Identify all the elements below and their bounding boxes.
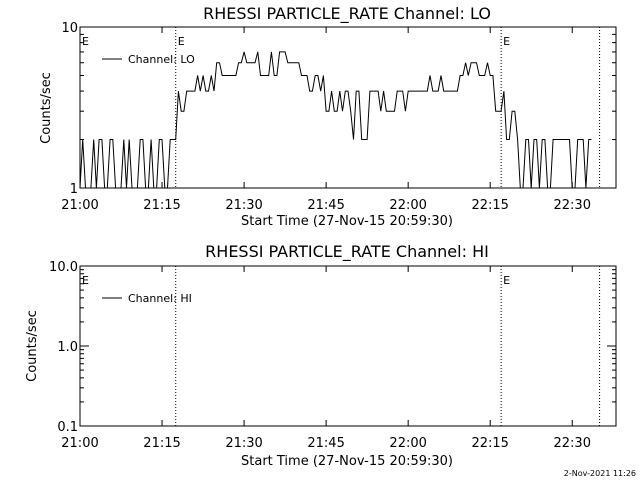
x-tick-label: 22:00 [389, 436, 426, 451]
event-markers-hi: EE [82, 266, 601, 426]
x-tick-label: 22:00 [389, 198, 426, 213]
y-axis-label-hi: Counts/sec [25, 310, 40, 382]
event-marker-label: E [82, 35, 89, 48]
x-tick-label: 22:15 [471, 198, 508, 213]
plot-frame-hi [79, 265, 617, 427]
event-marker-label: E [503, 35, 510, 48]
event-markers-lo: E EE [82, 27, 601, 188]
legend-lo: Channel: LO [102, 53, 195, 66]
y-axis-lo: 1 10 [61, 21, 616, 197]
x-axis-label-lo: Start Time (27-Nov-15 20:59:30) [241, 214, 453, 229]
y-tick-label: 1.0 [57, 340, 78, 355]
x-tick-label: 21:30 [225, 436, 262, 451]
x-tick-label: 22:30 [554, 436, 591, 451]
x-axis-label-hi: Start Time (27-Nov-15 20:59:30) [241, 454, 453, 469]
series-line [79, 51, 592, 189]
x-tick-label: 21:00 [61, 198, 98, 213]
panel-lo: RHESSI PARTICLE_RATE Channel: LO 1 10 21:… [39, 4, 617, 229]
y-tick-label: 1 [70, 182, 78, 197]
legend-label-hi: Channel: HI [128, 292, 192, 305]
event-marker-label: E [178, 35, 185, 48]
plot-frame-lo [79, 26, 617, 189]
y-tick-label: 0.1 [57, 420, 78, 435]
y-axis-hi: 0.1 1.0 10.0 [49, 260, 616, 435]
event-marker-label: E [503, 274, 510, 287]
x-axis-hi: 21:00 21:15 21:30 21:45 22:00 22:15 22:30 [61, 266, 591, 451]
footer-timestamp: 2-Nov-2021 11:26 [564, 469, 636, 478]
y-tick-label: 10.0 [49, 260, 78, 275]
x-tick-label: 22:15 [471, 436, 508, 451]
x-tick-label: 21:15 [143, 436, 180, 451]
x-tick-label: 21:15 [143, 198, 180, 213]
x-tick-label: 21:30 [225, 198, 262, 213]
panel-hi: RHESSI PARTICLE_RATE Channel: HI 0.1 1.0 1… [25, 242, 617, 469]
chart-title-hi: RHESSI PARTICLE_RATE Channel: HI [205, 242, 489, 262]
y-tick-label: 10 [61, 21, 78, 36]
y-axis-label-lo: Counts/sec [39, 72, 54, 144]
x-tick-label: 21:45 [307, 436, 344, 451]
x-tick-label: 21:45 [307, 198, 344, 213]
x-tick-label: 21:00 [61, 436, 98, 451]
legend-label-lo: Channel: LO [128, 53, 195, 66]
event-marker-label: E [82, 274, 89, 287]
chart-title-lo: RHESSI PARTICLE_RATE Channel: LO [203, 4, 491, 24]
x-tick-label: 22:30 [554, 198, 591, 213]
series-lo [79, 51, 592, 189]
legend-hi: Channel: HI [102, 292, 192, 305]
